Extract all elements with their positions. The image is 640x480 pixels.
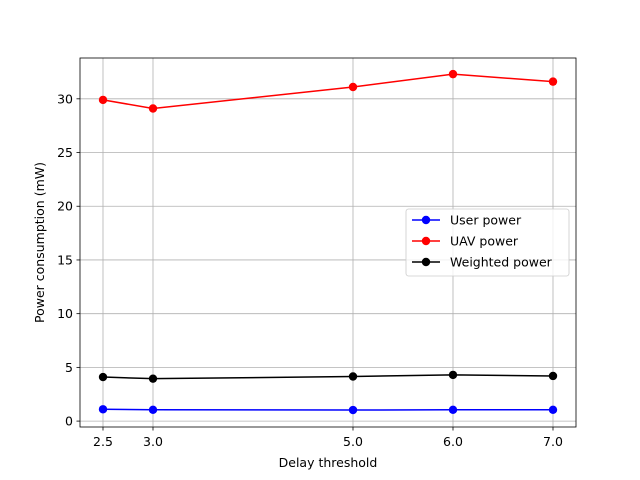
y-axis: 0 5 10 15 20 25 30 (57, 91, 80, 429)
x-axis: 2.5 3.0 5.0 6.0 7.0 (93, 427, 563, 449)
data-point (98, 405, 108, 414)
series-line (102, 408, 553, 411)
x-tick-label: 5.0 (343, 434, 363, 449)
data-point (548, 371, 558, 381)
x-axis-label: Delay threshold (279, 455, 378, 470)
x-tick-label: 7.0 (543, 434, 563, 449)
y-tick-label: 15 (57, 252, 73, 267)
series-user-power (98, 405, 558, 415)
series-line (102, 73, 554, 110)
y-tick-label: 20 (57, 199, 73, 214)
data-point (98, 372, 108, 382)
axes-frame (79, 57, 577, 428)
y-tick-label: 30 (57, 91, 73, 106)
legend-label: UAV power (450, 234, 519, 249)
data-point (448, 370, 458, 380)
legend-swatch-marker (421, 215, 431, 225)
legend-label: User power (450, 213, 522, 228)
series-uav-power (98, 69, 558, 113)
data-point (548, 405, 558, 415)
legend-swatch-marker (421, 257, 431, 267)
legend: User power UAV power Weighted power (405, 208, 570, 277)
y-axis-label: Power consumption (mW) (32, 162, 47, 323)
data-point (348, 372, 358, 381)
data-point (348, 405, 358, 415)
data-point (148, 405, 158, 415)
legend-swatch-marker (421, 236, 431, 246)
series-line (102, 374, 554, 380)
data-point (148, 374, 158, 383)
x-tick-label: 2.5 (93, 434, 113, 449)
y-tick-label: 5 (65, 360, 73, 375)
series-weighted-power (98, 370, 558, 383)
legend-item: UAV power (412, 234, 519, 249)
data-point (348, 82, 358, 92)
data-point (98, 95, 108, 105)
y-tick-label: 0 (65, 414, 73, 429)
legend-label: Weighted power (450, 255, 553, 270)
data-point (148, 104, 158, 113)
legend-item: User power (412, 213, 522, 228)
legend-box (405, 208, 570, 277)
x-tick-label: 6.0 (443, 434, 463, 449)
series-layer (98, 69, 558, 415)
data-point (548, 77, 558, 86)
y-tick-label: 10 (57, 306, 73, 321)
data-point (448, 69, 458, 79)
y-tick-label: 25 (57, 145, 73, 160)
x-tick-label: 3.0 (143, 434, 163, 449)
legend-item: Weighted power (412, 255, 553, 270)
data-point (448, 405, 458, 415)
